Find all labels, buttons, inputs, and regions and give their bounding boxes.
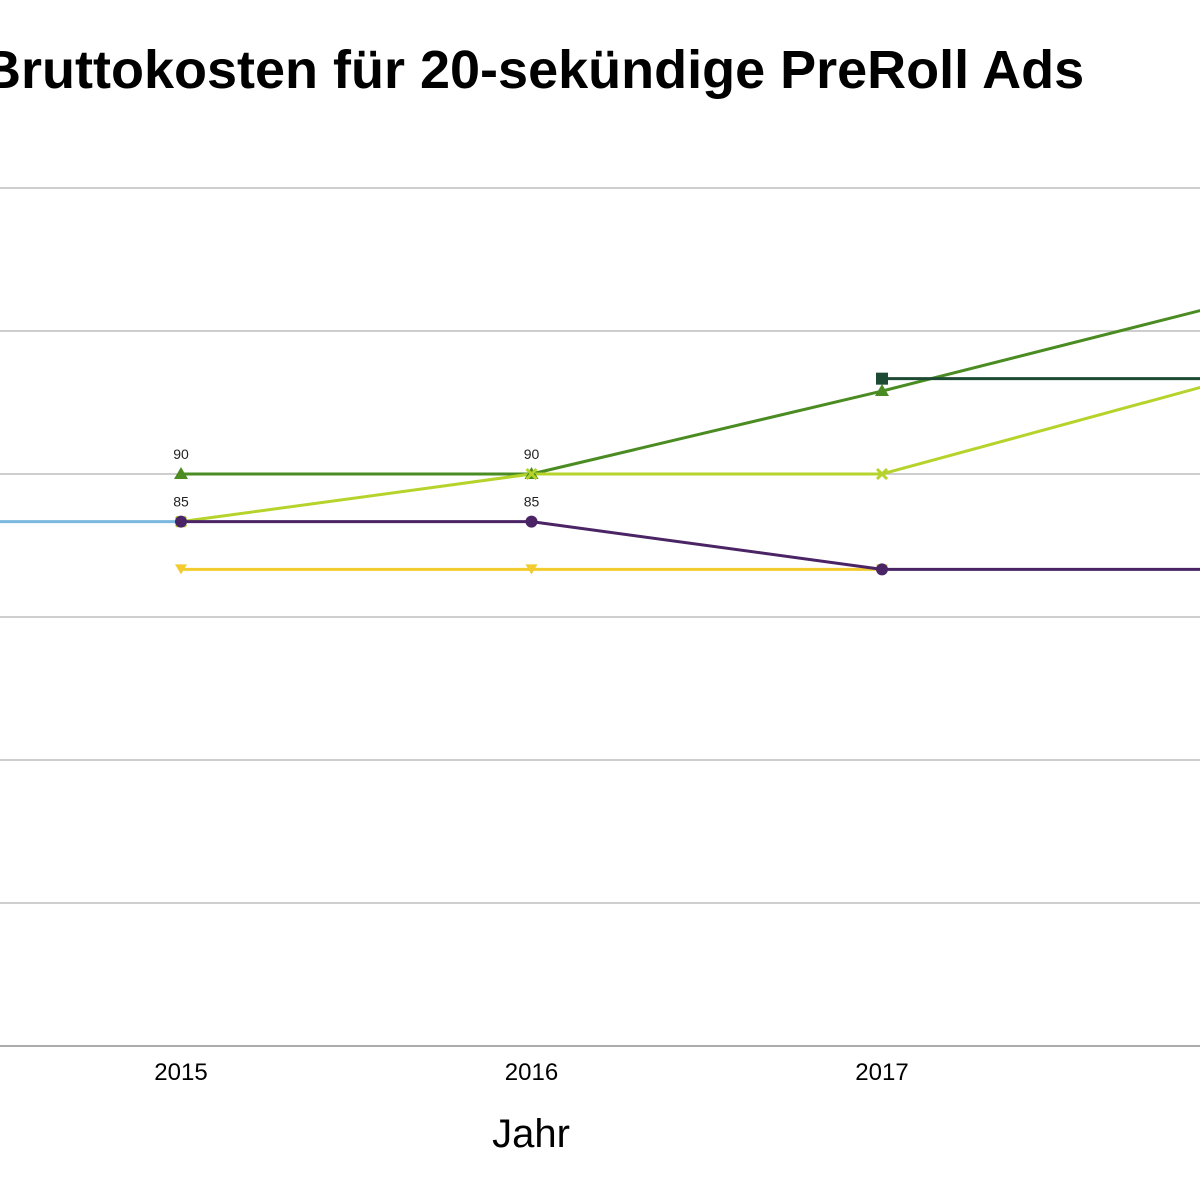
x-tick-label: 2017: [855, 1059, 908, 1086]
series-markers: [174, 372, 889, 576]
data-label: 90: [524, 446, 540, 462]
data-label: 85: [524, 494, 540, 510]
data-label: 90: [173, 446, 189, 462]
x-tick-labels: 2015 2016 2017: [154, 1059, 908, 1086]
series-1-marker: [525, 564, 538, 575]
y-gridlines: [0, 187, 1200, 904]
series-2-marker: [875, 384, 889, 397]
series-4-marker: [876, 563, 888, 576]
data-labels: 90 90 85 85: [173, 446, 539, 510]
series-3-line: [180, 385, 1200, 524]
x-tick-label: 2016: [505, 1059, 558, 1086]
series-4-marker: [525, 515, 538, 528]
x-tick-label: 2015: [154, 1059, 207, 1086]
series-3-marker: [875, 467, 889, 481]
series-1-marker: [175, 564, 187, 575]
series-lines: [0, 309, 1200, 571]
series-2-line: [181, 309, 1200, 476]
series-4-line: [181, 520, 1200, 571]
series-4-marker: [175, 515, 187, 528]
chart-title: Bruttokosten für 20-sekündige PreRoll Ad…: [0, 40, 1084, 100]
data-label: 85: [173, 494, 189, 510]
series-2-marker: [174, 467, 188, 479]
series-3-marker: [525, 467, 538, 481]
x-axis-label: Jahr: [492, 1112, 570, 1156]
series-5-marker: [876, 372, 888, 385]
